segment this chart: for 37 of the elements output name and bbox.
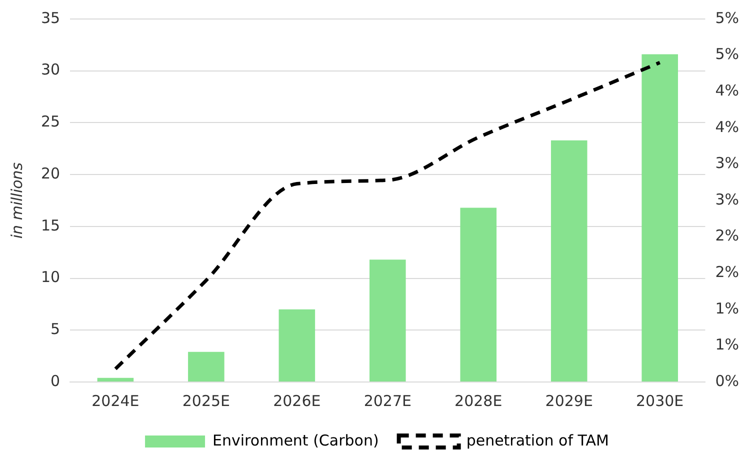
y2-tick-label: 5% — [715, 45, 739, 64]
x-tick-label: 2025E — [182, 392, 230, 410]
y-tick-label: 25 — [40, 112, 60, 131]
bar — [278, 309, 316, 382]
x-tick-label: 2024E — [92, 392, 140, 410]
y2-tick-label: 0% — [715, 372, 739, 390]
y-tick-label: 20 — [40, 164, 60, 182]
y-tick-label: 10 — [40, 268, 60, 286]
x-tick-label: 2030E — [636, 392, 684, 410]
x-tick-label: 2027E — [364, 392, 412, 410]
y-tick-label: 0 — [50, 372, 60, 390]
y-axis-title: in millions — [8, 162, 26, 239]
y-tick-label: 15 — [40, 216, 60, 234]
y-tick-label: 35 — [40, 8, 60, 27]
x-tick-label: 2026E — [273, 392, 321, 410]
line-series — [114, 60, 662, 371]
y2-tick-label: 5% — [715, 8, 739, 27]
legend-label: Environment (Carbon) — [212, 431, 379, 450]
x-tick-label: 2028E — [454, 392, 502, 410]
y2-tick-label: 3% — [715, 154, 739, 172]
bar — [550, 140, 588, 382]
y2-tick-label: 4% — [715, 81, 739, 100]
bar — [370, 260, 406, 382]
y2-tick-label: 3% — [715, 190, 739, 208]
x-tick-label: 2029E — [545, 392, 593, 410]
bar — [188, 352, 224, 382]
y2-tick-label: 2% — [715, 262, 739, 281]
y2-tick-label: 2% — [715, 226, 739, 245]
bar — [97, 378, 134, 382]
y2-tick-label: 1% — [715, 299, 739, 318]
y-tick-label: 30 — [40, 60, 60, 79]
bar — [642, 54, 678, 382]
bar — [460, 208, 497, 382]
y2-tick-label: 4% — [715, 118, 739, 136]
legend-label: penetration of TAM — [466, 431, 609, 450]
y-tick-label: 5 — [50, 320, 60, 338]
y2-tick-label: 1% — [715, 336, 739, 354]
